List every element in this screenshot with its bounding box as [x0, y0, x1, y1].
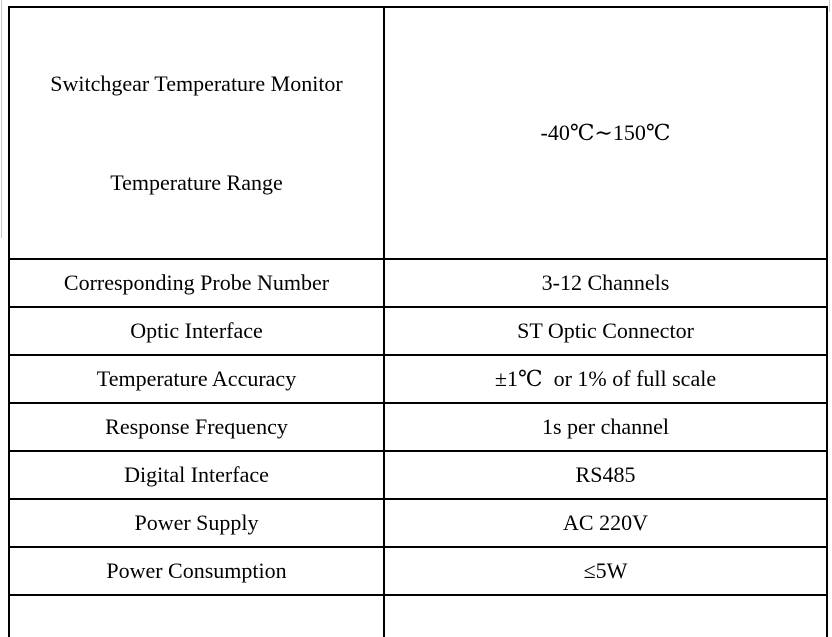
table-row: Temperature Accuracy ±1℃ or 1% of full s… [8, 354, 828, 404]
spec-value-cell: -40℃∼150℃ [383, 6, 828, 260]
table-row: Response Frequency 1s per channel [8, 402, 828, 452]
table-row: Digital Interface RS485 [8, 450, 828, 500]
spec-value-cell: ±1℃ or 1% of full scale [383, 354, 828, 404]
spec-table: Switchgear Temperature Monitor Temperatu… [8, 6, 828, 637]
spec-label-cell: Switchgear Temperature Monitor Temperatu… [8, 6, 385, 260]
spec-value-cell: RS485 [383, 450, 828, 500]
spec-label-cell: Optic Interface [8, 306, 385, 356]
spec-label-cell: Temperature Accuracy [8, 354, 385, 404]
table-row: Corresponding Probe Number 3-12 Channels [8, 258, 828, 308]
table-row: Switchgear Temperature Monitor Temperatu… [8, 6, 828, 260]
spec-value-cell: ≤5W [383, 546, 828, 596]
table-row: Working environment Temperature:-20℃∼60℃… [8, 594, 828, 637]
spec-label-cell: Corresponding Probe Number [8, 258, 385, 308]
spec-label-line: Temperature Range [110, 170, 283, 195]
spec-label-cell: Power Consumption [8, 546, 385, 596]
table-row: Power Supply AC 220V [8, 498, 828, 548]
spec-label-cell: Response Frequency [8, 402, 385, 452]
spec-value-cell: 3-12 Channels [383, 258, 828, 308]
spec-label-cell: Working environment [8, 594, 385, 637]
spec-value-cell: AC 220V [383, 498, 828, 548]
table-row: Power Consumption ≤5W [8, 546, 828, 596]
scan-artifact-left [1, 0, 2, 238]
spec-label-line: Switchgear Temperature Monitor [50, 71, 343, 96]
spec-label-cell: Digital Interface [8, 450, 385, 500]
spec-label-cell: Power Supply [8, 498, 385, 548]
spec-value-cell: 1s per channel [383, 402, 828, 452]
table-row: Optic Interface ST Optic Connector [8, 306, 828, 356]
spec-value-cell: ST Optic Connector [383, 306, 828, 356]
scan-artifact-top-right [829, 0, 830, 12]
spec-value-cell: Temperature:-20℃∼60℃ Relative Humidity≤9… [383, 594, 828, 637]
